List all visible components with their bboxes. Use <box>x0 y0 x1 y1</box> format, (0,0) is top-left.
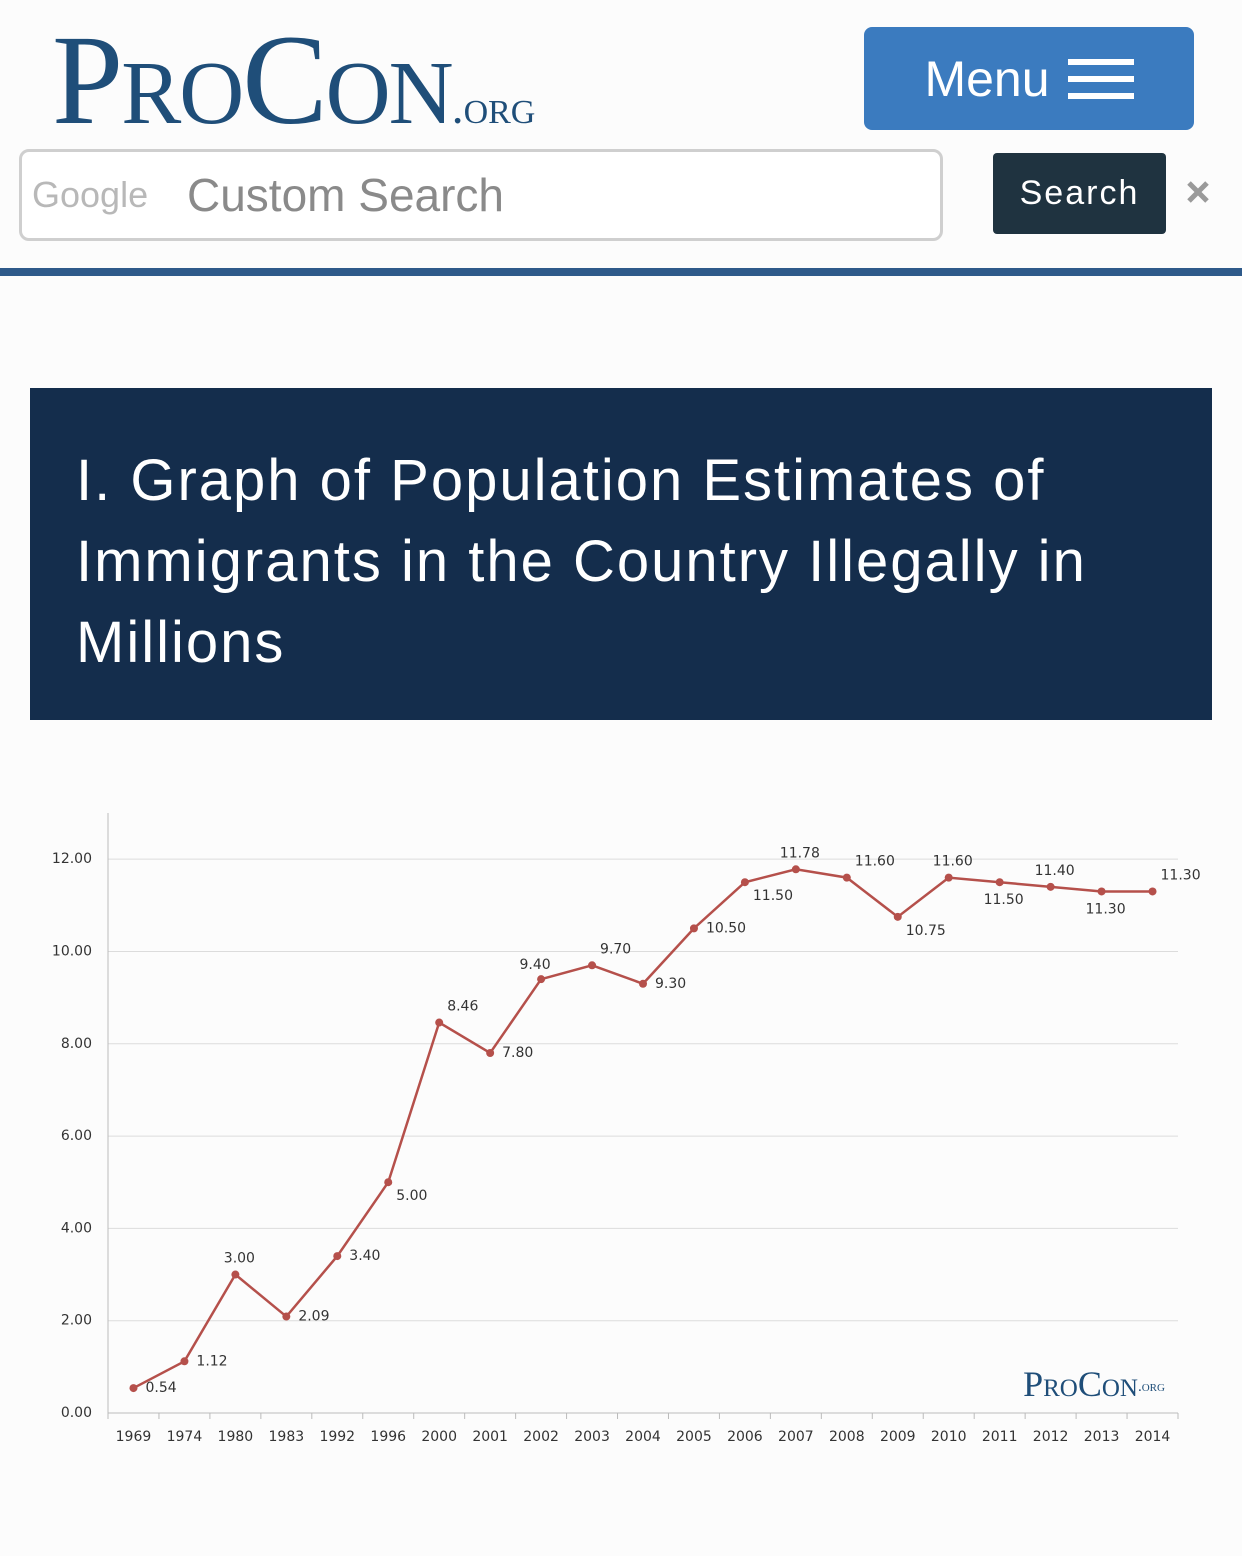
x-tick-label: 2009 <box>880 1429 916 1445</box>
watermark-suffix: .org <box>1138 1379 1165 1395</box>
point <box>231 1270 240 1279</box>
point <box>893 912 902 921</box>
data-label: 1.12 <box>196 1353 227 1369</box>
data-label: 9.40 <box>520 957 551 973</box>
data-label: 11.60 <box>855 854 895 870</box>
x-tick-label: 1974 <box>167 1429 203 1445</box>
divider <box>0 268 1242 276</box>
x-tick-label: 2002 <box>523 1429 559 1445</box>
x-tick-label: 2001 <box>472 1429 508 1445</box>
y-tick-label: 8.00 <box>61 1036 92 1052</box>
x-tick-label: 1983 <box>269 1429 305 1445</box>
menu-button[interactable]: Menu <box>864 27 1194 130</box>
watermark-name: ProCon <box>1023 1364 1138 1404</box>
chart: ProCon.org 0.00 2.00 4.00 6.00 8.00 10.00 12.0… <box>52 813 1201 1445</box>
point <box>1046 882 1055 891</box>
point <box>588 961 597 970</box>
x-tick-label: 2014 <box>1135 1429 1171 1445</box>
y-tick-label: 4.00 <box>61 1220 92 1236</box>
point <box>842 873 851 882</box>
logo-suffix: .org <box>451 81 536 134</box>
logo-name: ProCon <box>52 9 454 151</box>
x-tick-label: 2003 <box>574 1429 610 1445</box>
point <box>1097 887 1106 896</box>
x-tick-label: 2000 <box>421 1429 457 1445</box>
data-label: 11.50 <box>984 892 1024 908</box>
data-label: 11.30 <box>1161 867 1201 883</box>
clear-icon[interactable] <box>1186 180 1210 204</box>
search-button[interactable]: Search <box>993 153 1166 234</box>
y-tick-label: 0.00 <box>61 1405 92 1421</box>
y-tick-label: 6.00 <box>61 1128 92 1144</box>
data-label: 11.78 <box>780 845 820 861</box>
point <box>944 873 953 882</box>
x-tick-label: 2008 <box>829 1429 865 1445</box>
point <box>791 865 800 874</box>
x-tick-label: 1980 <box>218 1429 254 1445</box>
data-label: 0.54 <box>145 1380 176 1396</box>
section-title: I. Graph of Population Estimates of Immi… <box>76 448 1087 675</box>
x-tick-label: 2010 <box>931 1429 967 1445</box>
point <box>486 1049 495 1057</box>
point <box>333 1252 342 1261</box>
data-label: 11.30 <box>1086 901 1126 917</box>
data-label: 9.70 <box>600 941 631 957</box>
point <box>995 878 1004 887</box>
point <box>639 979 647 988</box>
x-tick-label: 1969 <box>116 1429 152 1445</box>
data-label: 5.00 <box>396 1188 427 1204</box>
data-label: 11.40 <box>1035 863 1075 879</box>
line <box>132 868 1153 1390</box>
x-tick-label: 2006 <box>727 1429 763 1445</box>
x-tick-label: 1992 <box>319 1429 355 1445</box>
x-tick-label: 2004 <box>625 1429 661 1445</box>
search-input[interactable]: Google Custom Search <box>19 149 943 241</box>
data-label: 2.09 <box>298 1309 329 1325</box>
point <box>537 975 546 984</box>
data-label: 3.00 <box>224 1251 255 1267</box>
y-tick-label: 10.00 <box>52 943 92 959</box>
point <box>435 1018 444 1027</box>
x-tick-label: 2005 <box>676 1429 712 1445</box>
point <box>282 1312 291 1321</box>
point <box>129 1384 138 1393</box>
data-label: 10.50 <box>706 920 746 936</box>
x-tick-label: 2011 <box>982 1429 1018 1445</box>
x-tick-label: 2012 <box>1033 1429 1069 1445</box>
watermark: ProCon.org <box>1023 1364 1165 1404</box>
data-label: 11.50 <box>753 888 793 904</box>
data-label: 8.46 <box>447 999 478 1015</box>
point <box>180 1357 189 1366</box>
search-button-label: Search <box>1019 174 1140 212</box>
data-label: 3.40 <box>349 1248 380 1264</box>
x-tick-label: 2007 <box>778 1429 814 1445</box>
logo[interactable]: ProCon.org <box>52 10 535 178</box>
point <box>689 924 698 933</box>
data-label: 9.30 <box>655 976 686 992</box>
menu-label: Menu <box>924 50 1050 107</box>
x-tick-label: 1996 <box>370 1429 406 1445</box>
y-tick-label: 2.00 <box>61 1313 92 1329</box>
x-tick-label: 2013 <box>1084 1429 1120 1445</box>
y-tick-label: 12.00 <box>52 851 92 867</box>
section-header: I. Graph of Population Estimates of Immi… <box>30 388 1212 720</box>
point <box>1148 887 1157 896</box>
point <box>740 878 749 887</box>
data-label: 10.75 <box>906 923 946 939</box>
data-label: 7.80 <box>502 1045 533 1061</box>
menu-icon <box>1067 58 1134 99</box>
search-brand: Google <box>32 174 149 215</box>
data-label: 11.60 <box>933 854 973 870</box>
point <box>384 1178 393 1187</box>
search-placeholder: Custom Search <box>187 169 505 221</box>
